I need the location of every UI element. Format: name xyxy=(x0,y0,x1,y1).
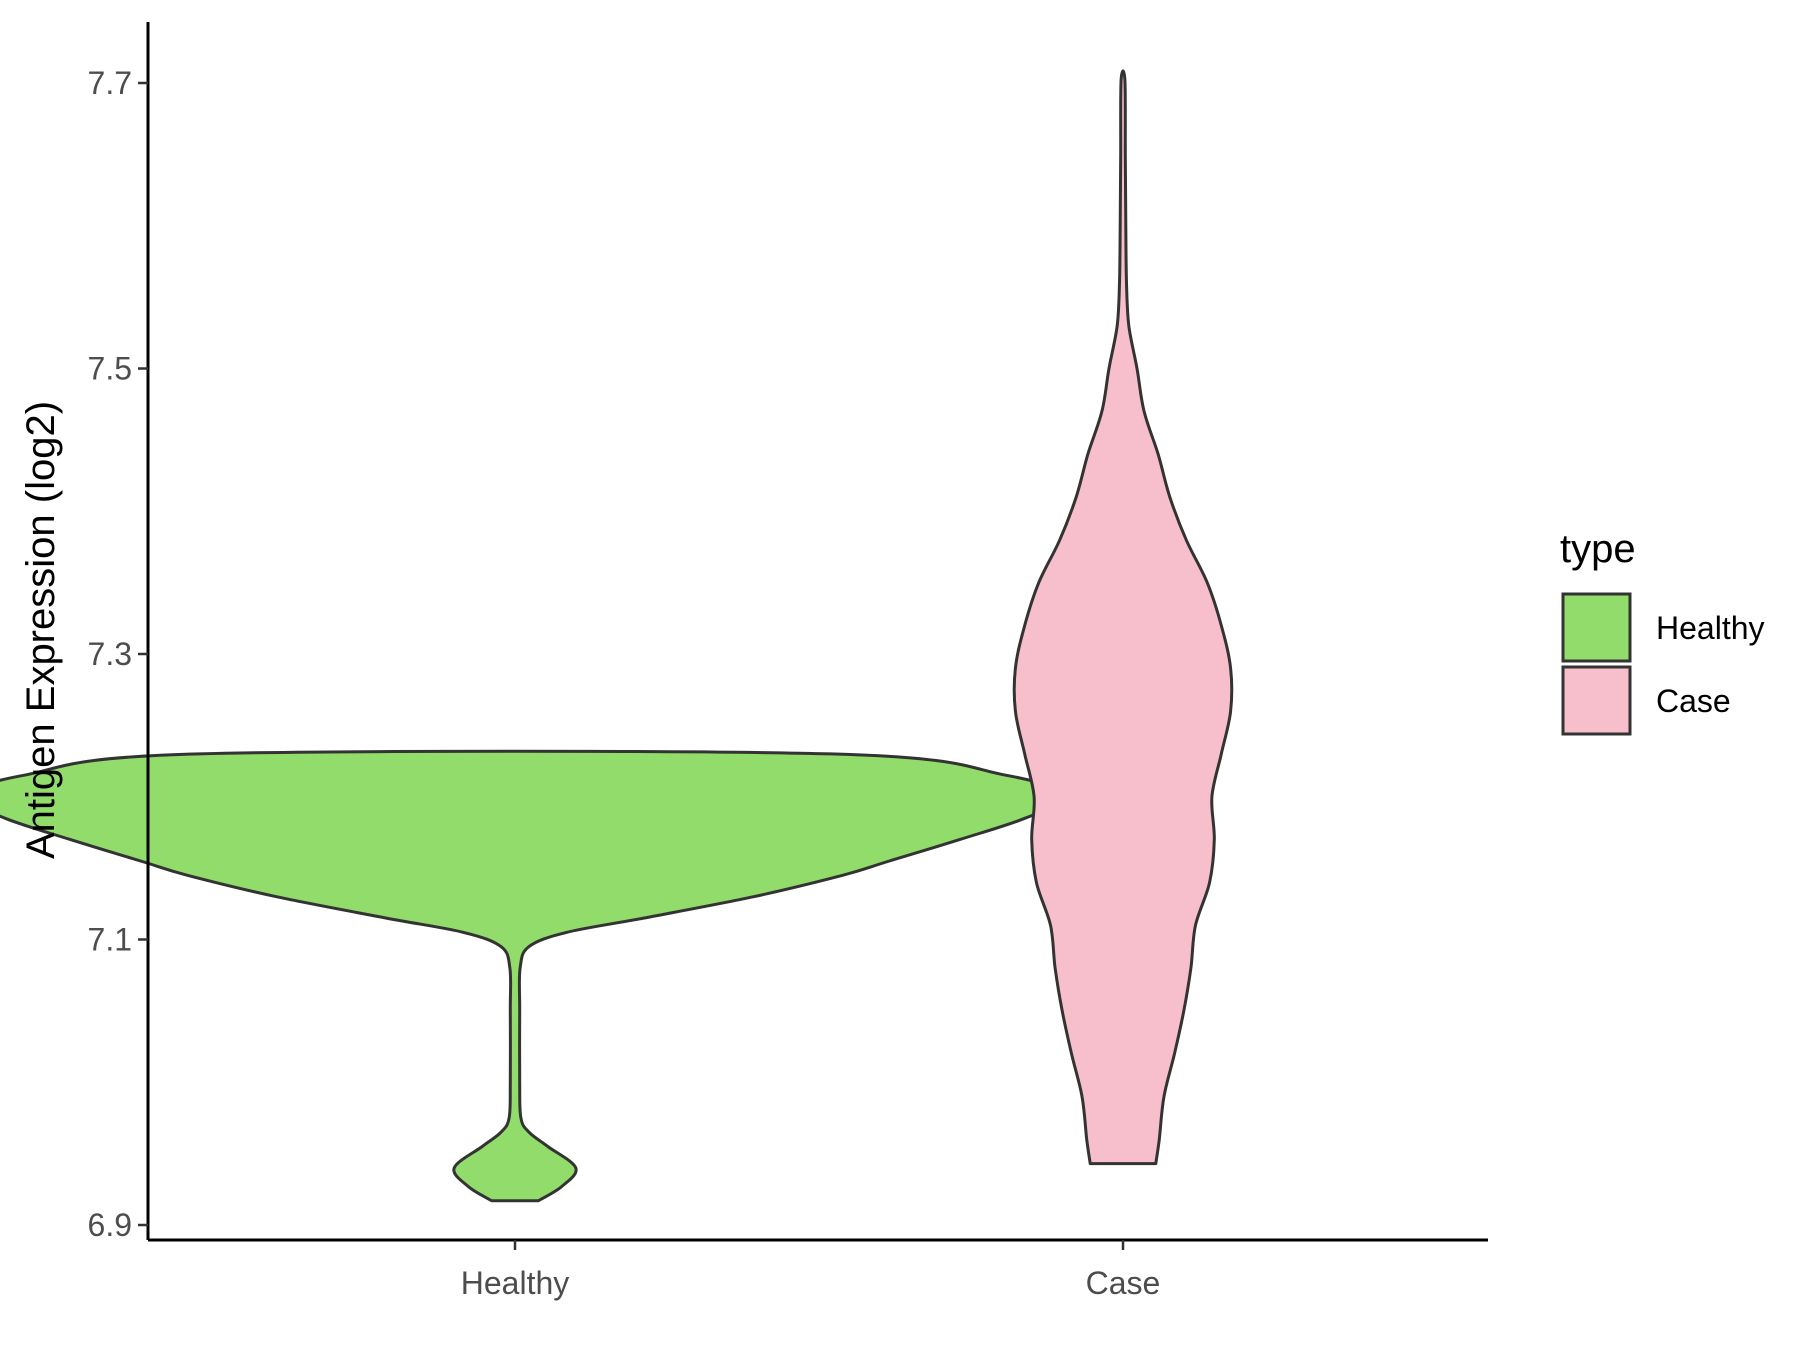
y-tick-label: 7.3 xyxy=(88,636,132,672)
y-tick-label: 7.7 xyxy=(88,65,132,101)
x-tick-label-healthy: Healthy xyxy=(461,1265,570,1301)
y-ticks: 6.9 7.1 7.3 7.5 7.7 xyxy=(88,65,148,1243)
legend-swatch-healthy xyxy=(1561,592,1632,663)
legend-title: type xyxy=(1560,527,1636,571)
axes-layer xyxy=(146,22,1488,1242)
y-tick-label: 7.1 xyxy=(88,922,132,958)
violin-healthy xyxy=(0,749,1067,1203)
legend-label-healthy: Healthy xyxy=(1656,610,1765,646)
legend-label-case: Case xyxy=(1656,683,1731,719)
y-tick-label: 6.9 xyxy=(88,1207,132,1243)
legend-swatch-case xyxy=(1561,665,1632,736)
y-tick-label: 7.5 xyxy=(88,351,132,387)
violins-layer xyxy=(0,69,1234,1203)
x-tick-label-case: Case xyxy=(1086,1265,1161,1301)
violin-case xyxy=(1012,69,1234,1166)
y-axis-title: Antigen Expression (log2) xyxy=(19,401,63,859)
legend: type Healthy Case xyxy=(1560,527,1765,736)
x-ticks: Healthy Case xyxy=(461,1240,1161,1301)
